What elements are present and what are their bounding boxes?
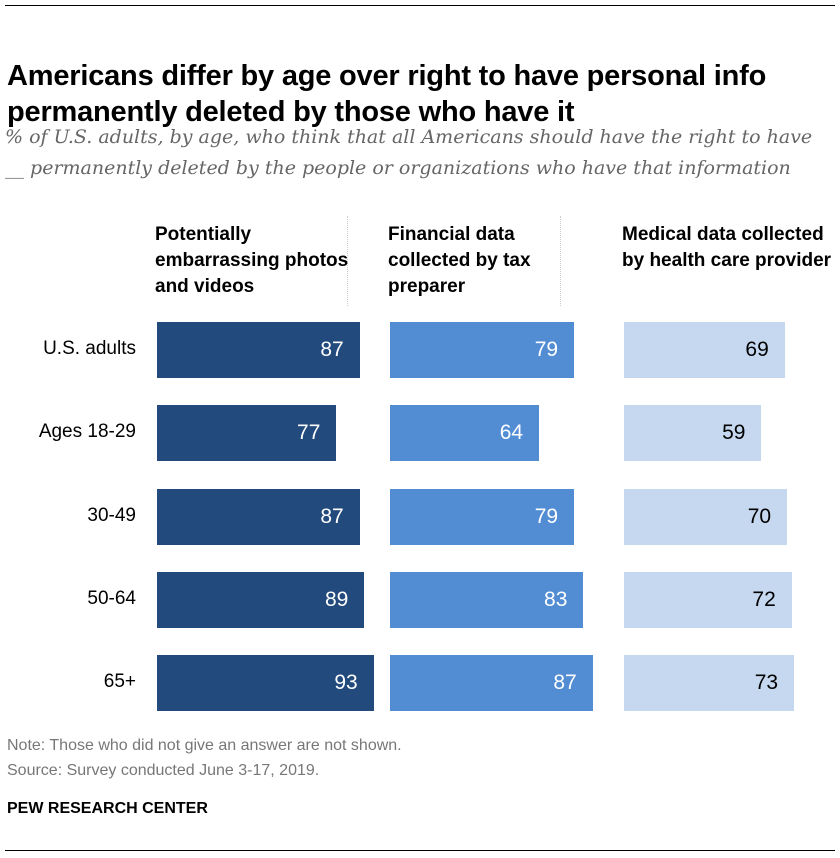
data-label: 64 (499, 421, 524, 444)
data-label: 79 (534, 505, 559, 528)
bar (390, 322, 575, 378)
bar (390, 489, 575, 545)
data-label: 77 (297, 421, 321, 444)
data-label: 87 (320, 338, 344, 361)
row-label: U.S. adults (43, 338, 136, 359)
note: Note: Those who did not give an answer a… (7, 737, 402, 754)
bar (390, 405, 540, 461)
data-label: 69 (745, 338, 769, 361)
data-label: 83 (544, 588, 568, 611)
data-label: 89 (325, 588, 349, 611)
bar (157, 489, 360, 545)
column-separator (347, 216, 348, 306)
bar (390, 572, 584, 628)
data-label: 59 (722, 421, 746, 444)
brand-logo-text: PEW RESEARCH CENTER (7, 800, 208, 817)
column-separator (560, 216, 561, 306)
bar (624, 322, 785, 378)
bar (157, 405, 337, 461)
data-label: 73 (754, 671, 779, 694)
bar (624, 405, 762, 461)
bar (157, 572, 365, 628)
data-label: 87 (553, 671, 577, 694)
column-header: Potentially embarrassing photos and vide… (155, 224, 349, 297)
top-rule (5, 5, 835, 6)
bar (157, 655, 374, 711)
data-label: 87 (320, 505, 344, 528)
data-label: 79 (534, 338, 559, 361)
source: Source: Survey conducted June 3-17, 2019… (7, 762, 320, 779)
bar (624, 572, 792, 628)
row-label: 30-49 (87, 505, 136, 526)
row-label: 50-64 (87, 588, 136, 609)
data-label: 72 (752, 588, 776, 611)
data-label: 70 (747, 505, 772, 528)
bar (624, 489, 788, 545)
bar (624, 655, 795, 711)
bottom-rule (5, 850, 835, 851)
bar (157, 322, 360, 378)
row-label: 65+ (103, 671, 136, 692)
chart-title: Americans differ by age over right to ha… (7, 60, 767, 128)
data-label: 93 (334, 671, 358, 694)
column-header: Financial data collected by tax preparer (388, 224, 531, 297)
column-header: Medical data collected by health care pr… (622, 224, 832, 271)
chart-subtitle: % of U.S. adults, by age, who think that… (5, 126, 813, 179)
row-label: Ages 18-29 (38, 421, 136, 442)
bar (390, 655, 593, 711)
